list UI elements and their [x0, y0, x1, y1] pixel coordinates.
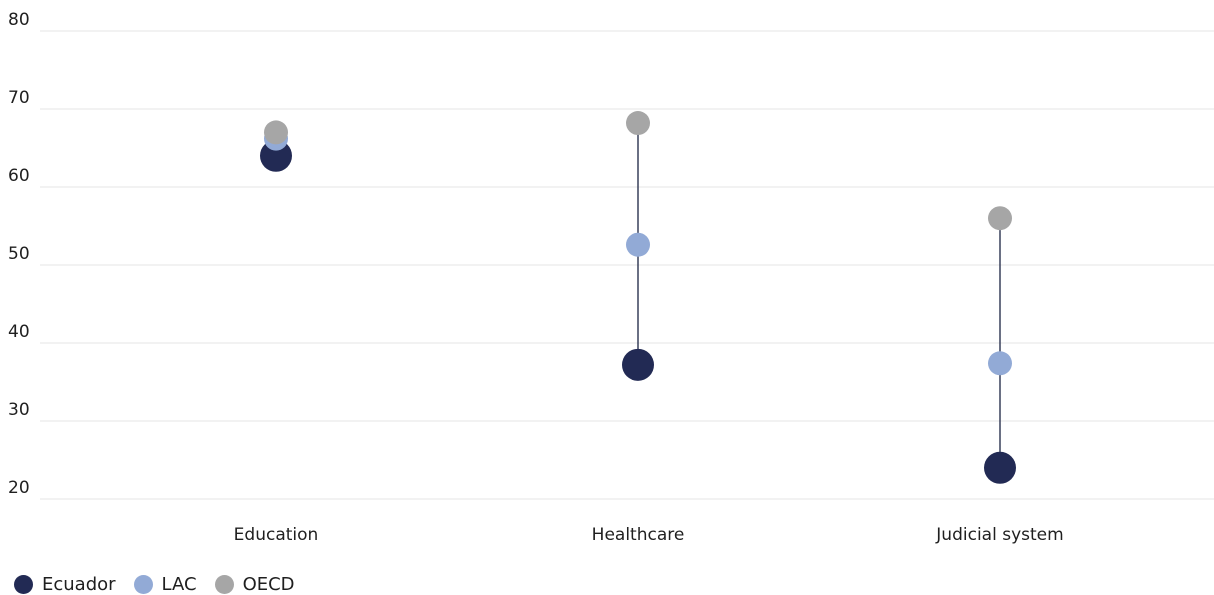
category-label-healthcare: Healthcare — [592, 525, 685, 545]
y-axis-tick-labels: 20 30 40 50 60 70 80 — [8, 10, 30, 498]
point-oecd-judicial-system[interactable] — [988, 206, 1012, 231]
y-tick-label-40: 40 — [8, 322, 30, 342]
y-tick-label-20: 20 — [8, 478, 30, 498]
y-tick-label-30: 30 — [8, 400, 30, 420]
legend-swatch-ecuador — [14, 575, 33, 594]
legend-label-ecuador: Ecuador — [42, 574, 116, 595]
y-tick-label-80: 80 — [8, 10, 30, 30]
y-tick-label-70: 70 — [8, 88, 30, 108]
legend-swatch-lac — [133, 575, 153, 594]
legend-item-ecuador[interactable]: Ecuador — [14, 574, 116, 595]
legend-label-lac: LAC — [161, 574, 197, 595]
y-tick-label-50: 50 — [8, 244, 30, 264]
point-ecuador-healthcare[interactable] — [622, 348, 654, 381]
legend-item-oecd[interactable]: OECD — [214, 574, 295, 595]
category-label-education: Education — [234, 525, 319, 545]
range-stems — [275, 123, 1001, 468]
point-oecd-healthcare[interactable] — [626, 111, 650, 136]
gridlines — [40, 30, 1214, 500]
legend-label-oecd: OECD — [242, 574, 295, 595]
point-ecuador-education[interactable] — [260, 139, 292, 172]
point-oecd-education[interactable] — [264, 120, 288, 145]
category-label-judicial-system: Judicial system — [935, 525, 1063, 545]
point-lac-healthcare[interactable] — [626, 232, 650, 257]
legend-item-lac[interactable]: LAC — [133, 574, 197, 595]
legend: Ecuador LAC OECD — [14, 574, 313, 595]
y-tick-label-60: 60 — [8, 166, 30, 186]
data-points — [260, 111, 1016, 484]
legend-swatch-oecd — [214, 575, 234, 594]
point-ecuador-judicial-system[interactable] — [984, 451, 1016, 484]
category-labels: Education Healthcare Judicial system — [234, 525, 1064, 545]
point-lac-judicial-system[interactable] — [988, 351, 1012, 376]
